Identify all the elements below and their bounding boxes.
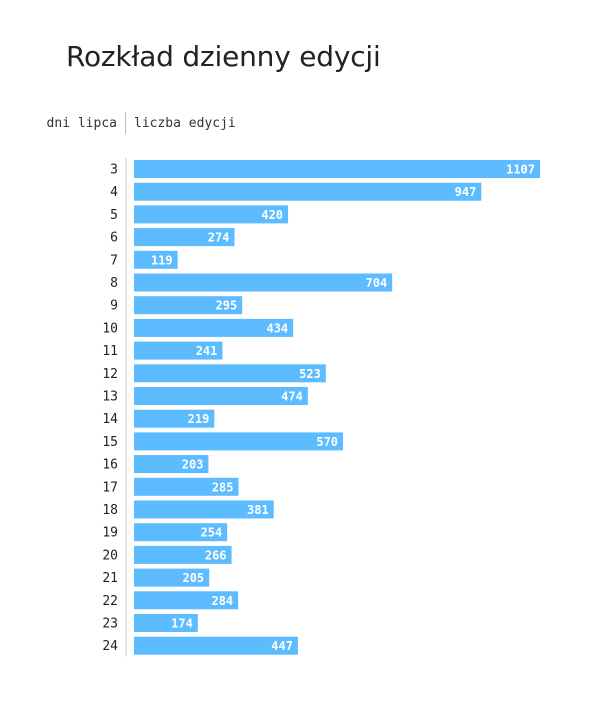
bar (134, 250, 178, 269)
category-label: 11 (102, 344, 118, 359)
bar (134, 477, 239, 496)
bar (134, 205, 289, 224)
bar (134, 387, 308, 405)
value-label: 274 (208, 231, 230, 245)
bar (134, 523, 228, 542)
category-label: 13 (102, 390, 118, 405)
value-label: 381 (247, 503, 269, 517)
bar (134, 614, 198, 632)
category-label: 16 (102, 458, 118, 473)
chart-title: Rozkład dzienny edycji (66, 40, 381, 73)
value-label: 474 (281, 390, 303, 404)
value-label: 420 (261, 208, 283, 222)
category-label: 10 (102, 321, 118, 336)
bar (134, 341, 223, 360)
bar (134, 296, 243, 315)
bar (134, 591, 239, 610)
bar (134, 636, 298, 655)
value-label: 285 (212, 480, 234, 494)
category-label: 22 (102, 594, 118, 609)
value-label: 284 (211, 594, 233, 608)
value-label: 203 (182, 458, 204, 472)
category-label: 23 (102, 617, 118, 632)
value-header: liczba edycji (134, 116, 236, 131)
category-label: 17 (102, 480, 118, 495)
value-label: 254 (200, 526, 222, 540)
value-label: 570 (316, 435, 338, 449)
value-label: 1107 (506, 163, 535, 177)
category-label: 20 (102, 548, 118, 563)
value-label: 241 (196, 344, 218, 358)
value-label: 119 (151, 253, 173, 267)
value-label: 295 (216, 299, 238, 313)
category-label: 24 (102, 639, 118, 654)
bar (134, 455, 209, 474)
value-label: 205 (182, 571, 204, 585)
category-label: 3 (110, 163, 118, 178)
value-label: 434 (266, 321, 288, 335)
value-label: 447 (271, 639, 293, 653)
bar (134, 545, 232, 564)
category-label: 7 (110, 253, 118, 268)
category-label: 14 (102, 412, 118, 427)
category-label: 4 (110, 185, 118, 200)
bar (134, 182, 482, 201)
bar (134, 409, 215, 428)
bar (134, 273, 393, 292)
bar (134, 432, 344, 451)
category-label: 5 (110, 208, 118, 223)
category-label: 21 (102, 571, 118, 586)
bar (134, 568, 210, 587)
bar (134, 160, 540, 178)
value-label: 523 (299, 367, 321, 381)
category-label: 8 (110, 276, 118, 291)
category-label: 12 (102, 367, 118, 382)
header-divider (125, 112, 126, 134)
category-header: dni lipca (46, 116, 117, 131)
bar (134, 364, 326, 383)
bar (134, 500, 274, 519)
bar (134, 318, 294, 337)
value-label: 174 (171, 617, 193, 631)
value-label: 219 (188, 412, 210, 426)
category-label: 6 (110, 231, 118, 246)
value-label: 266 (205, 548, 227, 562)
value-label: 704 (366, 276, 388, 290)
value-label: 947 (455, 185, 477, 199)
category-label: 19 (102, 526, 118, 541)
category-label: 18 (102, 503, 118, 518)
category-label: 9 (110, 299, 118, 314)
bar (134, 228, 235, 247)
category-label: 15 (102, 435, 118, 450)
